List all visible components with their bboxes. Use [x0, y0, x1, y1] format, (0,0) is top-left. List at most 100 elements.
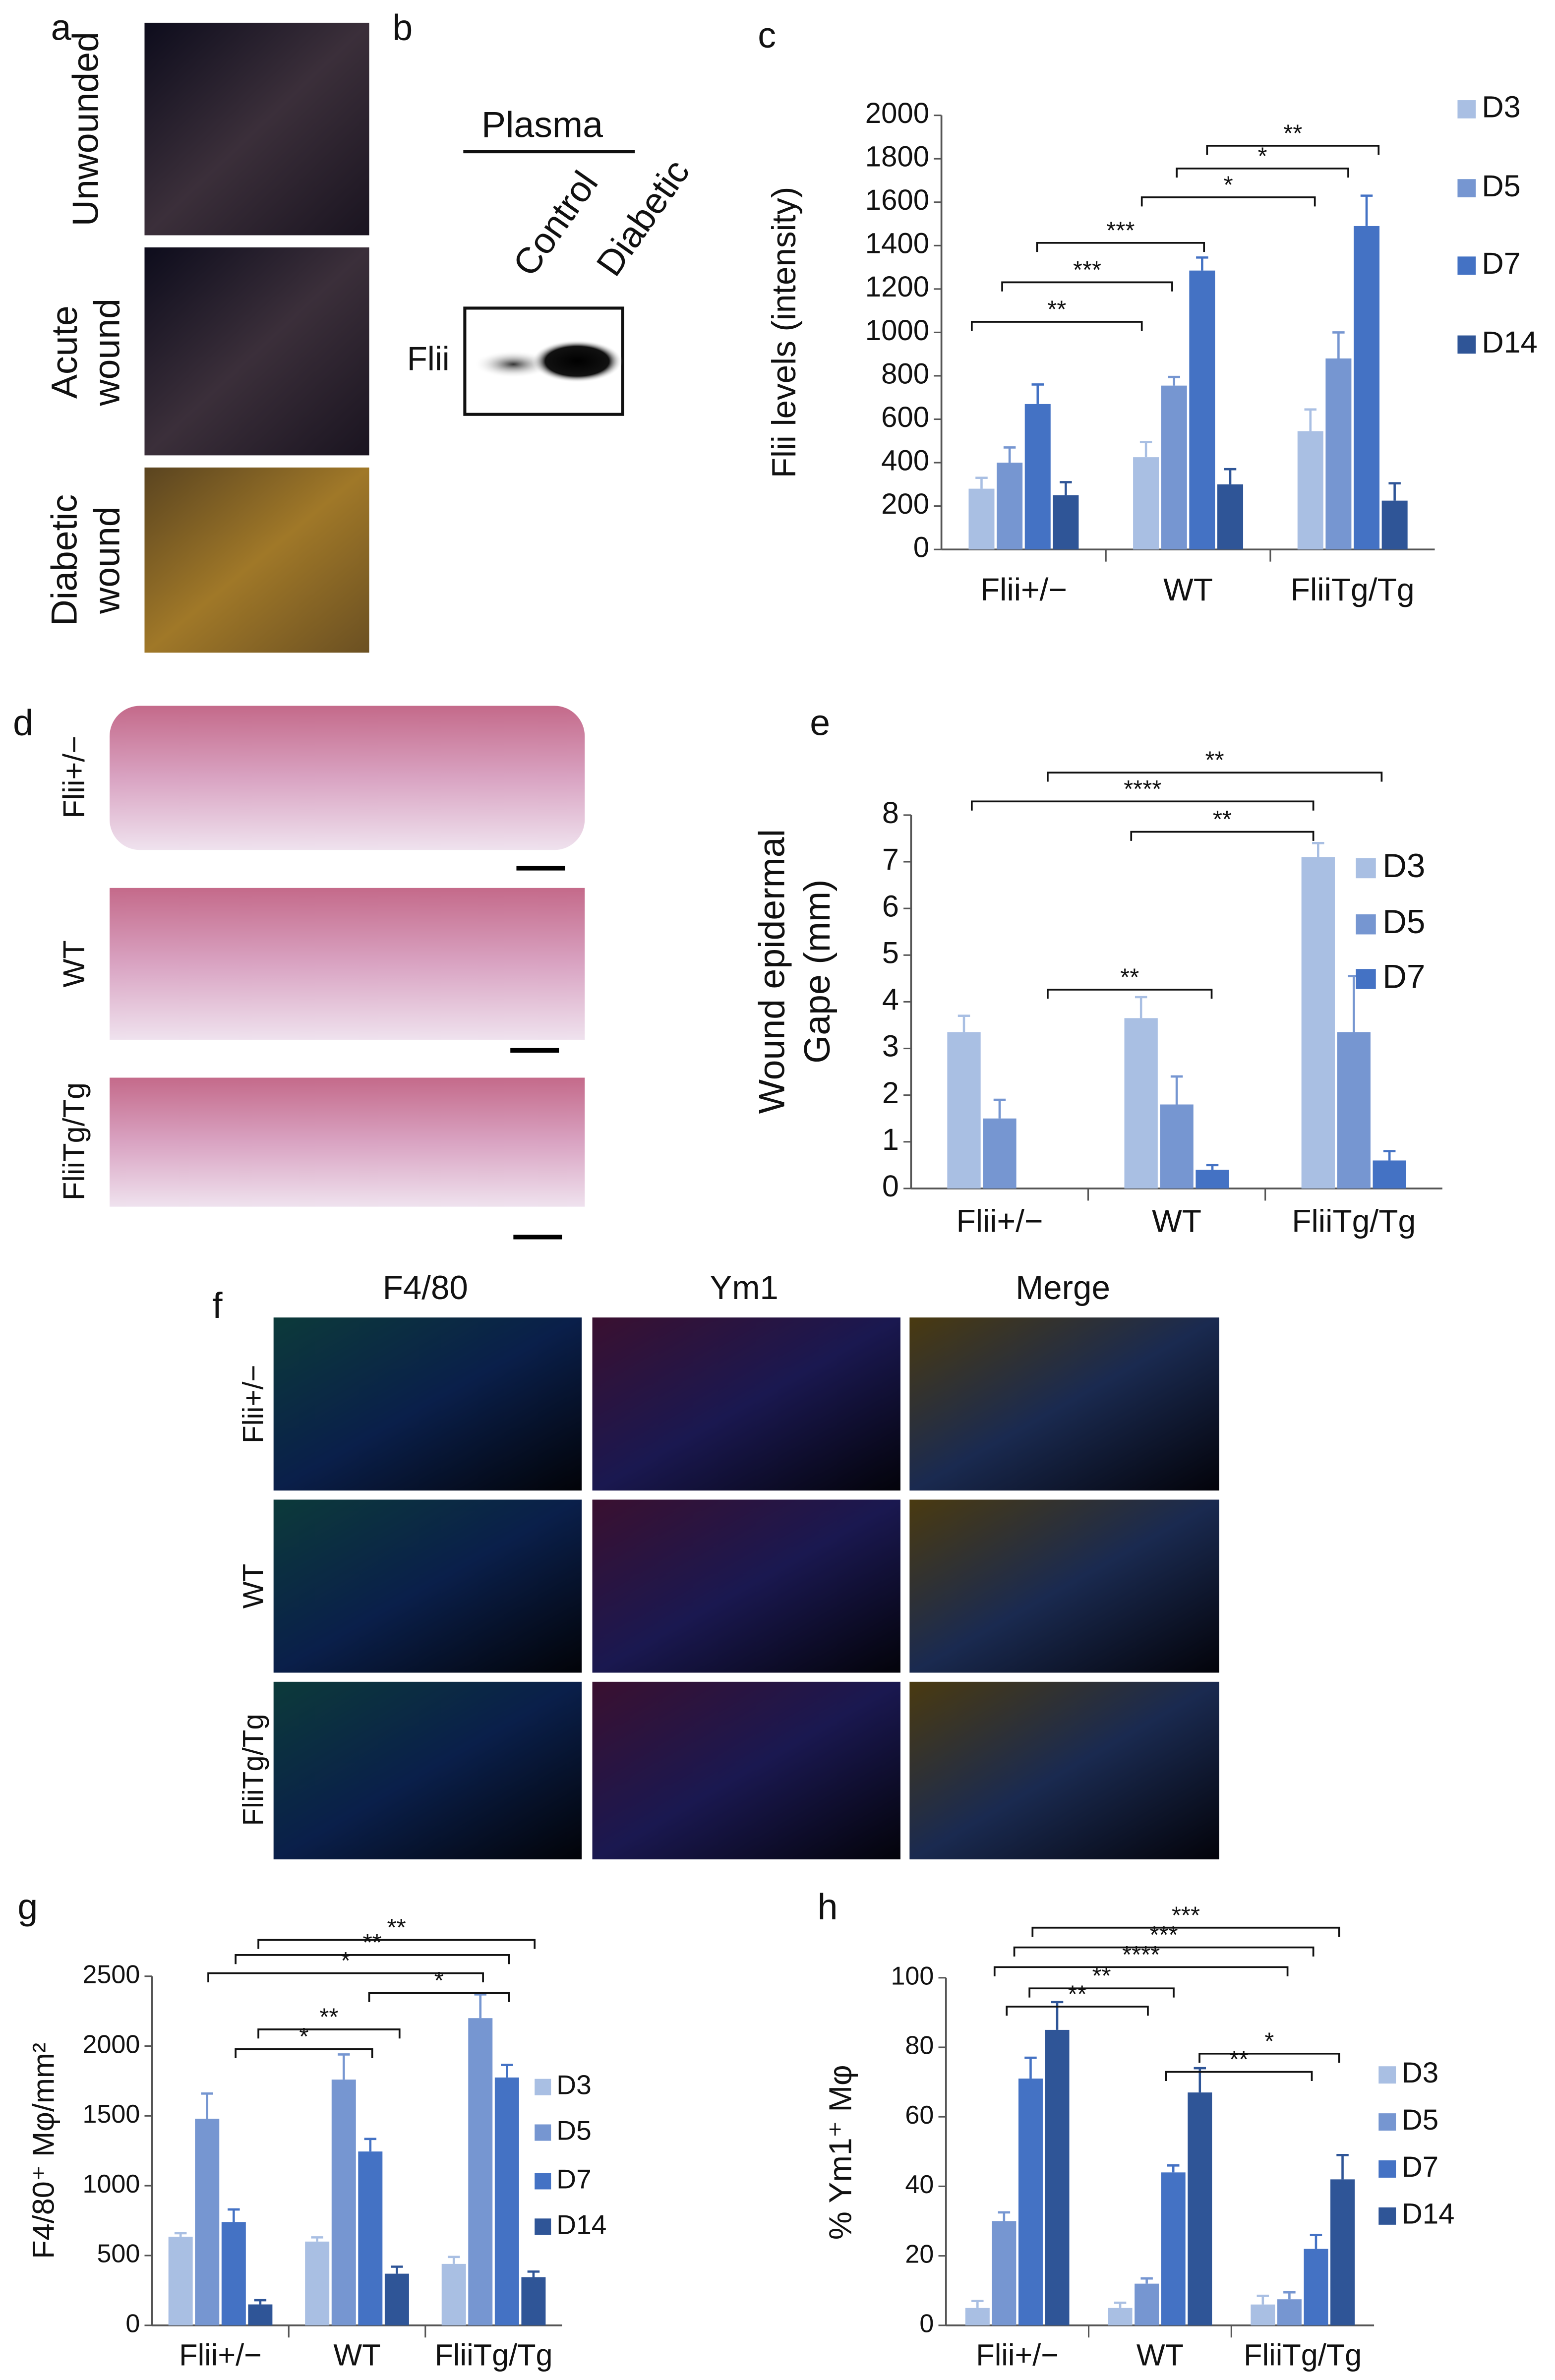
y-tick-label: 7: [882, 842, 899, 876]
y-tick-label: 1000: [865, 314, 929, 347]
significance-label: **: [363, 1929, 382, 1956]
micrograph: [144, 467, 369, 653]
micrograph: [909, 1317, 1219, 1491]
significance-label: **: [1205, 747, 1224, 774]
y-tick-label: 1600: [865, 184, 929, 216]
bar: [494, 2077, 519, 2325]
y-tick-label: 80: [905, 2031, 934, 2060]
error-bar: [975, 476, 988, 489]
significance-label: *: [1224, 172, 1233, 198]
significance-bracket: [1165, 2071, 1313, 2081]
bar: [1189, 270, 1215, 550]
bar: [968, 488, 995, 550]
bar: [358, 2151, 383, 2325]
micrograph: [592, 1499, 900, 1673]
x-tick-label: FliiTg/Tg: [1292, 1203, 1416, 1239]
error-bar: [1310, 2234, 1322, 2249]
bar: [1196, 1170, 1229, 1189]
blot-band: [532, 340, 623, 383]
legend-swatch: [1356, 858, 1376, 879]
y-tick-label: 2: [882, 1076, 899, 1110]
significance-bracket: [1006, 2006, 1149, 2016]
panel-label: e: [810, 702, 830, 743]
bar: [521, 2277, 546, 2325]
panel-label: f: [212, 1285, 223, 1326]
error-bar: [1170, 1075, 1183, 1105]
legend-label: D5: [1482, 169, 1520, 203]
error-bar: [1304, 408, 1316, 431]
error-bar: [201, 2092, 213, 2119]
row-label: Acute: [44, 305, 85, 399]
bar: [1108, 2308, 1133, 2325]
bar: [468, 2018, 493, 2325]
significance-bracket: [1140, 196, 1316, 207]
bar-chart: 0 200 400 600 800 1000 1200 1400 1600 1800 2000 Fli…: [766, 90, 1538, 607]
error-bar: [474, 1993, 487, 2019]
bar: [168, 2236, 193, 2325]
bar-chart: 0 20 40 60 80 100 % Ym1⁺ Mφ Flii+/− WT FliiTg/Tg D…: [823, 1902, 1455, 2372]
y-tick-label: 2500: [83, 1960, 140, 1989]
y-tick-label: 40: [905, 2170, 934, 2199]
bar: [1024, 404, 1051, 550]
bar: [1277, 2299, 1302, 2325]
significance-label: ****: [1122, 1942, 1160, 1968]
significance-bracket: [235, 1954, 510, 1964]
error-bar: [1024, 2056, 1037, 2079]
error-bar: [1332, 331, 1345, 358]
legend-swatch: [1457, 256, 1476, 275]
row-label: wound: [86, 298, 127, 406]
legend-label: D7: [1482, 246, 1520, 280]
bar: [1133, 457, 1159, 550]
y-axis-title: F4/80⁺ Mφ/mm²: [27, 2043, 60, 2259]
significance-label: *: [1264, 2028, 1274, 2055]
x-tick-label: FliiTg/Tg: [1244, 2338, 1362, 2372]
y-tick-label: 0: [919, 2310, 934, 2338]
bar: [1161, 385, 1187, 550]
x-tick-label: FliiTg/Tg: [435, 2338, 553, 2372]
legend-label: D3: [556, 2070, 591, 2100]
y-tick-label: 2000: [83, 2030, 140, 2059]
error-bar: [1224, 468, 1237, 484]
micrograph: [592, 1317, 900, 1491]
bar: [1217, 484, 1244, 550]
panel-d-images: [110, 706, 585, 1240]
significance-label: ***: [1073, 257, 1101, 284]
significance-label: **: [319, 2004, 338, 2030]
legend-swatch: [535, 2079, 551, 2095]
significance-label: ***: [1172, 1902, 1200, 1929]
panel-label: h: [818, 1886, 838, 1927]
row-label: Diabetic: [44, 494, 85, 626]
micrograph: [909, 1499, 1219, 1673]
error-bar: [338, 2053, 350, 2080]
significance-bracket: [207, 1972, 484, 1982]
row-label: wound: [86, 506, 127, 614]
error-bar: [1196, 256, 1208, 271]
panel-f-images: [273, 1317, 1219, 1859]
significance-label: **: [1120, 964, 1139, 991]
significance-label: *: [299, 2023, 308, 2050]
error-bar: [971, 2300, 984, 2308]
row-label: FliiTg/Tg: [237, 1714, 269, 1826]
y-tick-label: 3: [882, 1029, 899, 1063]
bar: [1337, 1032, 1371, 1189]
legend-label: D14: [1402, 2198, 1455, 2230]
micrograph: [273, 1681, 582, 1859]
bar: [992, 2221, 1017, 2325]
lane-label: Diabetic: [588, 152, 697, 283]
error-bar: [1114, 2301, 1127, 2308]
bar: [1160, 1104, 1194, 1189]
error-bar: [391, 2265, 403, 2274]
significance-label: **: [1047, 296, 1066, 323]
lane-label: Control: [505, 164, 606, 284]
legend-swatch: [1356, 969, 1376, 989]
legend-swatch: [1356, 914, 1376, 935]
bar: [1135, 2283, 1159, 2325]
error-bar: [1135, 996, 1147, 1018]
bar: [997, 463, 1023, 550]
bar: [331, 2080, 356, 2325]
significance-label: ****: [1124, 776, 1161, 803]
error-bar: [364, 2138, 377, 2152]
legend-label: D5: [1382, 903, 1425, 941]
